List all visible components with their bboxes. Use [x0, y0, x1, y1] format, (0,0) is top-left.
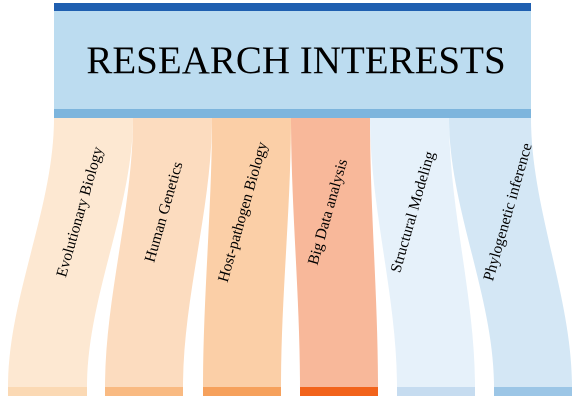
interest-band-2 [105, 118, 212, 387]
header-top-bar [54, 3, 531, 11]
interest-base-4 [300, 387, 378, 396]
interest-base-5 [397, 387, 475, 396]
interest-base-3 [203, 387, 281, 396]
header-underline [54, 109, 531, 118]
interest-base-1 [8, 387, 87, 396]
header-title: RESEARCH INTERESTS [86, 39, 505, 82]
interest-band-3 [203, 118, 291, 387]
header-box [54, 11, 531, 109]
interest-base-6 [494, 387, 572, 396]
interest-band-1 [8, 118, 133, 387]
interest-band-4 [291, 118, 378, 387]
interest-band-6 [449, 118, 572, 387]
interest-base-2 [105, 387, 183, 396]
interest-bands: Evolutionary Biology Human Genetics Host-p… [8, 118, 572, 396]
interest-band-5 [370, 118, 475, 387]
